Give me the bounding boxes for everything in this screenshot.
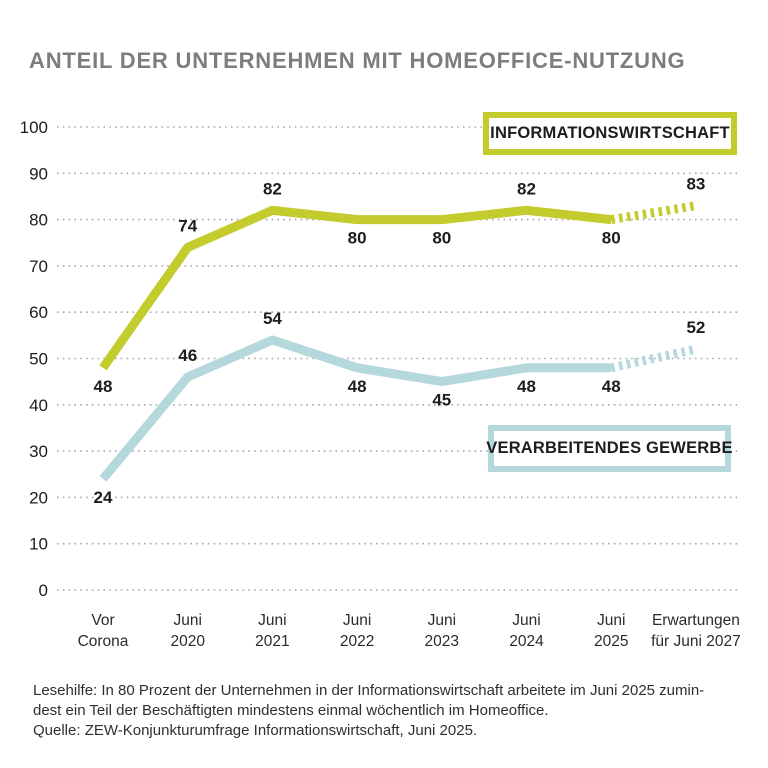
x-axis-label: 2023 xyxy=(425,633,459,650)
data-label: 80 xyxy=(432,229,451,248)
data-label: 45 xyxy=(432,391,451,410)
y-axis-tick-label: 100 xyxy=(20,118,48,137)
x-axis-label: 2020 xyxy=(170,633,205,650)
y-axis-tick-label: 10 xyxy=(29,535,48,554)
data-label: 82 xyxy=(263,179,282,198)
data-label: 48 xyxy=(517,377,536,396)
data-label: 46 xyxy=(178,346,197,365)
x-axis-label: Corona xyxy=(78,633,129,650)
series-line-informationswirtschaft xyxy=(99,205,612,371)
data-label: 24 xyxy=(94,488,113,507)
chart-title: ANTEIL DER UNTERNEHMEN MIT HOMEOFFICE-NU… xyxy=(29,48,686,73)
series-forecast-informationswirtschaft xyxy=(610,201,697,225)
x-axis-label: Juni xyxy=(428,612,456,629)
y-axis-tick-label: 0 xyxy=(39,581,48,600)
x-axis-label: 2022 xyxy=(340,633,374,650)
x-axis-label: Vor xyxy=(91,612,114,629)
series-forecast-verarbeitendes-gewerbe xyxy=(610,344,697,373)
y-axis-tick-label: 50 xyxy=(29,350,48,369)
x-axis-label: Juni xyxy=(512,612,540,629)
y-axis-tick-label: 70 xyxy=(29,257,48,276)
x-axis-label: für Juni 2027 xyxy=(651,633,741,650)
legend-verarbeitendes-gewerbe: VERARBEITENDES GEWERBE xyxy=(486,425,733,472)
x-axis-label: Juni xyxy=(173,612,201,629)
data-label: 48 xyxy=(94,377,113,396)
data-label: 80 xyxy=(602,229,621,248)
x-axis-label: 2024 xyxy=(509,633,544,650)
footer-quelle: Quelle: ZEW-Konjunkturumfrage Informatio… xyxy=(33,722,478,739)
x-axis-label: 2021 xyxy=(255,633,289,650)
legend-informationswirtschaft-label: INFORMATIONSWIRTSCHAFT xyxy=(490,124,730,142)
footer-lesehilfe-line2: dest ein Teil der Beschäftigten mindeste… xyxy=(33,702,549,719)
data-label: 82 xyxy=(517,179,536,198)
x-axis-label: Juni xyxy=(258,612,286,629)
legend-informationswirtschaft: INFORMATIONSWIRTSCHAFT xyxy=(483,112,737,155)
data-label: 48 xyxy=(348,377,367,396)
data-label: 83 xyxy=(686,175,705,194)
series-line-verarbeitendes-gewerbe xyxy=(99,335,612,482)
data-label: 74 xyxy=(178,216,197,235)
y-axis-tick-label: 30 xyxy=(29,442,48,461)
y-axis-tick-label: 90 xyxy=(29,164,48,183)
data-label: 54 xyxy=(263,309,282,328)
legend-verarbeitendes-gewerbe-label: VERARBEITENDES GEWERBE xyxy=(486,439,733,457)
x-axis-label: Juni xyxy=(343,612,371,629)
x-axis-label: 2025 xyxy=(594,633,628,650)
x-axis-label: Erwartungen xyxy=(652,612,740,629)
footer-notes: Lesehilfe: In 80 Prozent der Unternehmen… xyxy=(33,681,753,741)
footer-lesehilfe-line1: Lesehilfe: In 80 Prozent der Unternehmen… xyxy=(33,682,705,699)
data-label: 80 xyxy=(348,229,367,248)
y-axis-tick-label: 80 xyxy=(29,211,48,230)
x-axis-label: Juni xyxy=(597,612,625,629)
y-axis-tick-label: 60 xyxy=(29,303,48,322)
y-axis-tick-label: 40 xyxy=(29,396,48,415)
data-label: 48 xyxy=(602,377,621,396)
data-label: 52 xyxy=(686,318,705,337)
y-axis-tick-label: 20 xyxy=(29,488,48,507)
